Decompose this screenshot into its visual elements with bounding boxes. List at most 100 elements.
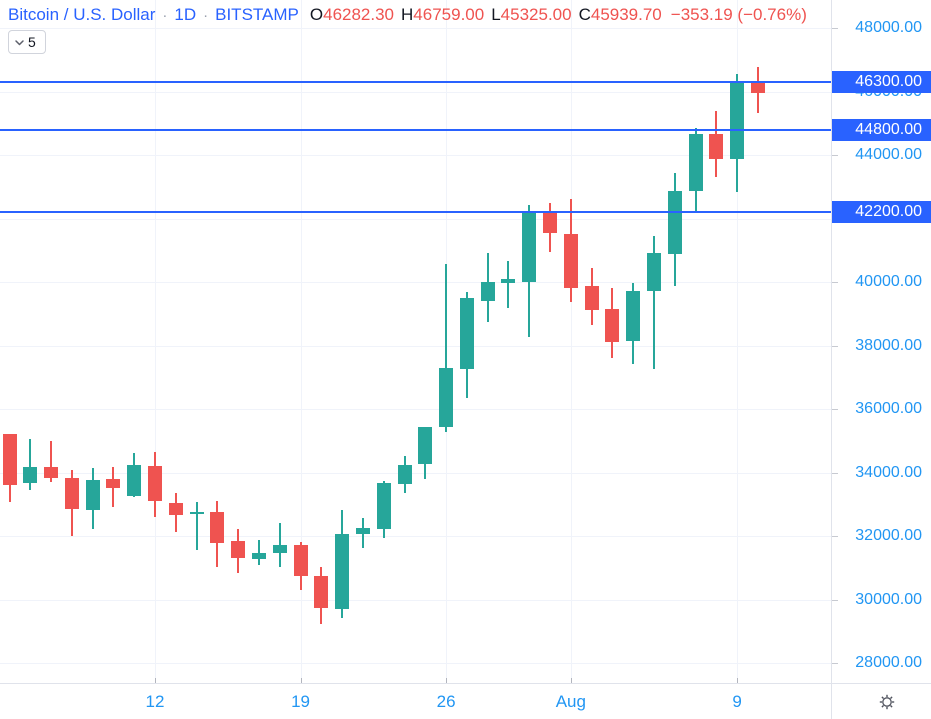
candle-body-up[interactable]	[335, 534, 350, 610]
horizontal-price-line[interactable]	[0, 211, 831, 214]
time-axis-tick	[570, 678, 572, 683]
price-axis-tick	[832, 345, 838, 347]
price-axis-label[interactable]: 40000.00	[855, 273, 922, 290]
symbol-name[interactable]: Bitcoin / U.S. Dollar	[8, 5, 156, 24]
price-line-badge: 46300.00	[832, 70, 931, 93]
candle-body-down[interactable]	[709, 134, 724, 160]
gridline-horizontal	[0, 218, 831, 220]
candle-body-down[interactable]	[2, 434, 17, 486]
candle-body-up[interactable]	[730, 82, 745, 160]
time-axis-tick	[155, 678, 157, 683]
candle-body-down[interactable]	[314, 576, 329, 609]
price-axis-tick	[832, 536, 838, 537]
chart-canvas[interactable]	[0, 0, 831, 683]
candle-body-up[interactable]	[439, 368, 454, 428]
price-axis-tick	[832, 28, 838, 29]
candle-body-down[interactable]	[44, 467, 59, 478]
candle-wick-up[interactable]	[507, 261, 510, 309]
candle-body-up[interactable]	[272, 544, 287, 554]
separator-dot: ·	[162, 7, 168, 24]
time-axis-tick	[300, 678, 302, 683]
horizontal-price-line[interactable]	[0, 128, 831, 131]
candle-body-up[interactable]	[501, 279, 516, 283]
gridline-horizontal	[0, 599, 831, 601]
price-axis-label[interactable]: 30000.00	[855, 590, 922, 608]
gridline-horizontal	[0, 155, 831, 156]
gridline-horizontal	[0, 91, 831, 93]
time-axis-label[interactable]: 9	[732, 692, 742, 711]
gridline-vertical	[737, 0, 739, 683]
candle-wick-down[interactable]	[50, 441, 53, 483]
time-axis-tick	[446, 678, 448, 683]
price-axis-tick	[832, 663, 838, 664]
candle-body-down[interactable]	[148, 466, 163, 502]
gridline-horizontal	[0, 282, 831, 283]
price-axis-tick	[832, 409, 838, 410]
candle-body-up[interactable]	[251, 553, 266, 560]
price-axis-label[interactable]: 44000.00	[855, 146, 922, 163]
price-axis-label[interactable]: 48000.00	[855, 19, 922, 36]
gridline-horizontal	[0, 345, 831, 347]
candle-body-down[interactable]	[543, 213, 558, 234]
candle-body-up[interactable]	[397, 465, 412, 484]
exchange-label: BITSTAMP	[215, 5, 299, 24]
candle-wick-up[interactable]	[445, 263, 448, 433]
candle-body-up[interactable]	[127, 465, 142, 496]
candle-body-down[interactable]	[168, 502, 183, 516]
price-axis-label[interactable]: 28000.00	[855, 654, 922, 671]
price-axis-label[interactable]: 36000.00	[855, 400, 922, 417]
candle-body-up[interactable]	[85, 480, 100, 510]
horizontal-price-line[interactable]	[0, 80, 831, 83]
candle-body-up[interactable]	[459, 297, 474, 369]
candle-body-down[interactable]	[106, 479, 121, 489]
candle-body-down[interactable]	[563, 234, 578, 289]
candle-body-down[interactable]	[64, 477, 79, 509]
candle-body-down[interactable]	[231, 541, 246, 558]
time-axis-tick	[737, 678, 739, 683]
price-axis-label[interactable]: 38000.00	[855, 336, 922, 354]
time-axis-label[interactable]: 26	[436, 692, 456, 711]
price-axis-label[interactable]: 32000.00	[855, 527, 922, 544]
price-axis-tick	[832, 472, 838, 474]
candle-body-up[interactable]	[355, 528, 370, 535]
price-axis-label[interactable]: 34000.00	[855, 463, 922, 481]
time-axis-label[interactable]: 19	[291, 692, 311, 711]
candle-wick-up[interactable]	[29, 439, 32, 490]
candle-body-up[interactable]	[646, 253, 661, 291]
candle-body-up[interactable]	[189, 512, 204, 515]
gridline-horizontal	[0, 409, 831, 410]
price-axis-tick	[832, 282, 838, 283]
ohlc-close: C45939.70	[578, 5, 662, 24]
ohlc-values: O46282.30 H46759.00 L45325.00 C45939.70	[310, 5, 662, 25]
time-axis-label[interactable]: 12	[145, 692, 165, 711]
gridline-vertical	[570, 0, 572, 683]
gear-icon[interactable]	[877, 692, 897, 712]
candle-body-down[interactable]	[293, 544, 308, 576]
candle-body-up[interactable]	[522, 212, 537, 282]
legend-count: 5	[28, 34, 36, 50]
candle-body-down[interactable]	[584, 286, 599, 310]
candle-body-up[interactable]	[688, 134, 703, 191]
time-axis[interactable]: 12 19 26 Aug 9	[0, 683, 931, 719]
gridline-horizontal	[0, 472, 831, 474]
candle-body-down[interactable]	[750, 82, 765, 94]
candle-body-up[interactable]	[418, 427, 433, 464]
axis-corner-divider	[831, 684, 832, 719]
interval-label[interactable]: 1D	[174, 5, 197, 24]
candle-body-up[interactable]	[667, 190, 682, 255]
price-axis[interactable]: 48000.0046000.0044000.0040000.0038000.00…	[831, 0, 931, 683]
candle-body-up[interactable]	[376, 482, 391, 529]
candle-wick-up[interactable]	[257, 540, 260, 565]
candle-body-up[interactable]	[23, 467, 38, 483]
candle-body-up[interactable]	[626, 290, 641, 342]
candle-body-up[interactable]	[480, 282, 495, 302]
candle-body-down[interactable]	[605, 308, 620, 342]
time-axis-label[interactable]: Aug	[555, 692, 586, 711]
gridline-horizontal	[0, 536, 831, 537]
candle-wick-up[interactable]	[195, 502, 198, 550]
candle-body-down[interactable]	[210, 512, 225, 543]
legend-collapse-button[interactable]: 5	[8, 30, 46, 54]
ohlc-open: O46282.30	[309, 5, 395, 24]
candle-wick-up[interactable]	[652, 235, 655, 369]
